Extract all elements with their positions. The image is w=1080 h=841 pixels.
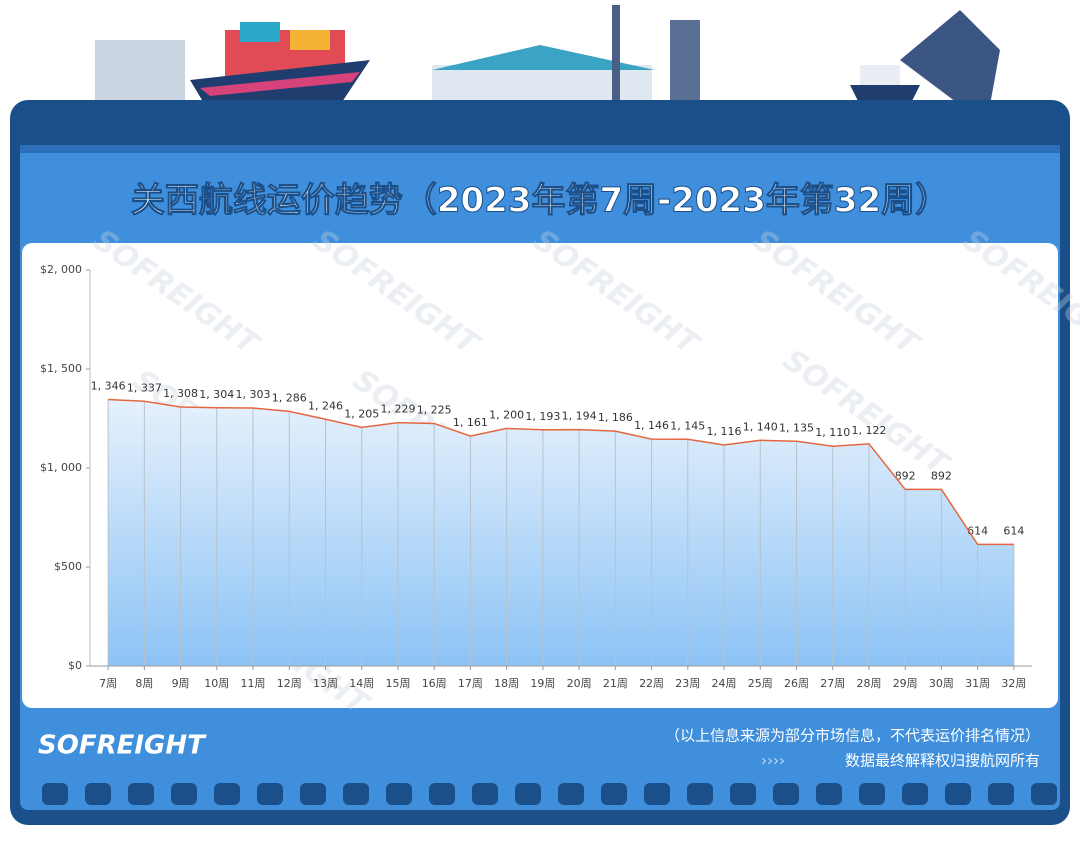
value-label: 1, 193 — [525, 410, 560, 423]
y-tick-label: $1, 000 — [40, 461, 82, 474]
decor-square — [1031, 783, 1057, 805]
x-tick-label: 31周 — [965, 677, 990, 690]
footer-arrows: ›››› — [761, 752, 785, 770]
x-tick-label: 30周 — [929, 677, 954, 690]
decor-square — [773, 783, 799, 805]
decor-square — [902, 783, 928, 805]
decor-square — [945, 783, 971, 805]
x-tick-label: 12周 — [277, 677, 302, 690]
value-label: 1, 337 — [127, 381, 162, 394]
x-tick-label: 20周 — [567, 677, 592, 690]
decor-square — [644, 783, 670, 805]
value-label: 1, 246 — [308, 399, 343, 412]
chart-title: 关西航线运价趋势（2023年第7周-2023年第32周） — [131, 181, 949, 221]
decor-square — [171, 783, 197, 805]
value-label: 1, 135 — [779, 421, 814, 434]
decor-square — [300, 783, 326, 805]
x-tick-label: 27周 — [820, 677, 845, 690]
x-tick-label: 17周 — [458, 677, 483, 690]
value-label: 1, 186 — [598, 411, 633, 424]
area — [108, 399, 1014, 666]
x-tick-label: 19周 — [530, 677, 555, 690]
x-tick-label: 22周 — [639, 677, 664, 690]
value-label: 1, 303 — [236, 388, 271, 401]
decor-square — [816, 783, 842, 805]
x-tick-label: 14周 — [349, 677, 374, 690]
value-label: 892 — [931, 469, 952, 482]
decor-square — [988, 783, 1014, 805]
y-tick-label: $2, 000 — [40, 263, 82, 276]
value-label: 1, 194 — [562, 410, 597, 423]
value-label: 1, 110 — [815, 426, 850, 439]
x-tick-label: 23周 — [675, 677, 700, 690]
x-tick-label: 18周 — [494, 677, 519, 690]
decor-square — [601, 783, 627, 805]
x-tick-label: 21周 — [603, 677, 628, 690]
value-label: 1, 116 — [707, 425, 742, 438]
value-label: 1, 205 — [344, 407, 379, 420]
x-tick-label: 9周 — [172, 677, 190, 690]
value-label: 614 — [1003, 524, 1024, 537]
footer-note: （以上信息来源为部分市场信息，不代表运价排名情况） — [665, 727, 1040, 745]
decor-square — [386, 783, 412, 805]
value-label: 1, 346 — [91, 379, 126, 392]
decor-square — [558, 783, 584, 805]
x-tick-label: 24周 — [712, 677, 737, 690]
value-label: 1, 200 — [489, 408, 524, 421]
y-tick-label: $1, 500 — [40, 362, 82, 375]
x-tick-label: 7周 — [99, 677, 117, 690]
value-label: 1, 308 — [163, 387, 198, 400]
x-tick-label: 15周 — [385, 677, 410, 690]
logo: SOFREIGHT — [38, 731, 207, 761]
decor-square — [472, 783, 498, 805]
value-label: 1, 286 — [272, 391, 307, 404]
value-label: 892 — [895, 469, 916, 482]
x-tick-label: 32周 — [1001, 677, 1026, 690]
header-illustration — [95, 5, 1000, 105]
x-tick-label: 13周 — [313, 677, 338, 690]
decor-square — [730, 783, 756, 805]
value-label: 1, 146 — [634, 419, 669, 432]
x-tick-label: 25周 — [748, 677, 773, 690]
decor-square — [214, 783, 240, 805]
value-label: 1, 140 — [743, 420, 778, 433]
value-label: 614 — [967, 524, 988, 537]
decor-square — [429, 783, 455, 805]
x-tick-label: 29周 — [893, 677, 918, 690]
value-label: 1, 304 — [199, 388, 234, 401]
x-tick-label: 26周 — [784, 677, 809, 690]
decor-square — [343, 783, 369, 805]
x-tick-label: 11周 — [241, 677, 266, 690]
value-label: 1, 122 — [851, 424, 886, 437]
decor-square — [687, 783, 713, 805]
x-tick-label: 28周 — [856, 677, 881, 690]
line — [108, 398, 1014, 546]
decor-square — [42, 783, 68, 805]
decor-square — [128, 783, 154, 805]
y-tick-label: $0 — [68, 659, 82, 672]
x-tick-label: 16周 — [422, 677, 447, 690]
value-label: 1, 229 — [380, 403, 415, 416]
value-label: 1, 225 — [417, 403, 452, 416]
panel-rim — [20, 145, 1060, 153]
value-label: 1, 161 — [453, 416, 488, 429]
plot: SOFREIGHT SOFREIGHT SOFREIGHT SOFREIGHT SOFR… — [40, 223, 1080, 724]
x-tick-label: 8周 — [135, 677, 153, 690]
x-tick-label: 10周 — [204, 677, 229, 690]
y-tick-label: $500 — [54, 560, 82, 573]
value-label: 1, 145 — [670, 419, 705, 432]
decor-square — [515, 783, 541, 805]
decor-square — [85, 783, 111, 805]
footer-rights: 数据最终解释权归搜航网所有 — [845, 752, 1040, 770]
decor-square — [859, 783, 885, 805]
decor-square — [257, 783, 283, 805]
bottom-decoration — [42, 783, 1057, 805]
